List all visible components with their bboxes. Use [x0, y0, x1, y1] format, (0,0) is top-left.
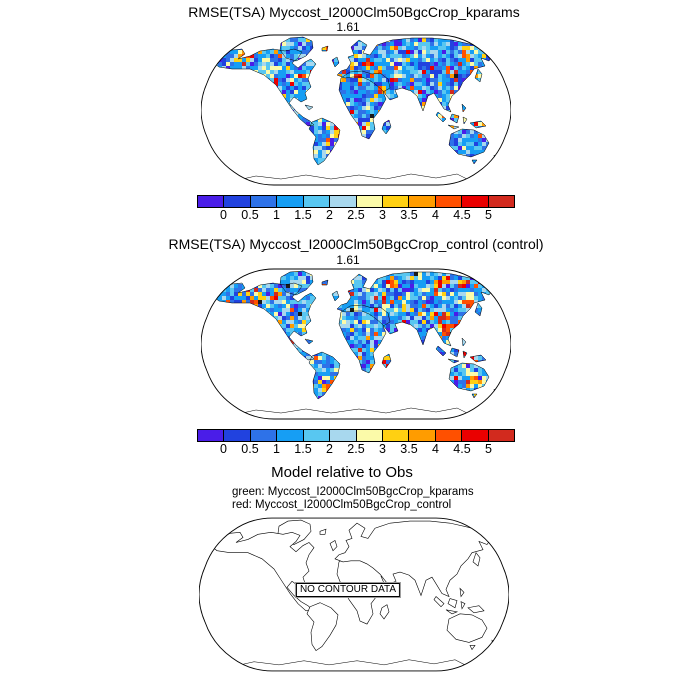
colorbar-tick-label: 5: [485, 442, 492, 456]
colorbar-segment: [462, 430, 489, 441]
colorbar-tick-label: 4.5: [453, 208, 471, 222]
colorbar-ticks-kparams: 0 0.5 1 1.5 2 2.5 3 3.5 4 4.5 5: [197, 208, 515, 223]
colorbar-segment: [488, 430, 515, 441]
panel3-legend-red: red: Myccost_I2000Clm50BgcCrop_control: [232, 499, 452, 511]
panel1-center-stat: 1.61: [336, 20, 360, 34]
colorbar-kparams: [197, 195, 515, 208]
rmse-map-kparams: [201, 34, 511, 186]
colorbar-segment: [382, 430, 410, 441]
colorbar-tick-label: 2: [326, 442, 333, 456]
colorbar-segment: [356, 430, 383, 441]
colorbar-segment: [356, 196, 383, 207]
panel3-legend-green: green: Myccost_I2000Clm50BgcCrop_kparams: [232, 486, 474, 498]
colorbar-segment: [198, 196, 225, 207]
colorbar-tick-label: 0.5: [241, 208, 259, 222]
colorbar-tick-label: 2: [326, 208, 333, 222]
colorbar-tick-label: 3.5: [400, 208, 418, 222]
colorbar-segment: [435, 430, 463, 441]
colorbar-tick-label: 2.5: [347, 442, 365, 456]
colorbar-tick-label: 1.5: [294, 208, 312, 222]
no-contour-data-label: NO CONTOUR DATA: [294, 582, 402, 598]
panel1-title: RMSE(TSA) Myccost_I2000Clm50BgcCrop_kpar…: [188, 4, 520, 20]
colorbar-tick-label: 4.5: [453, 442, 471, 456]
colorbar-segment: [330, 196, 357, 207]
colorbar-tick-label: 1.5: [294, 442, 312, 456]
colorbar-segment: [277, 430, 304, 441]
colorbar-tick-label: 4: [432, 442, 439, 456]
colorbar-segment: [409, 196, 436, 207]
colorbar-tick-label: 3.5: [400, 442, 418, 456]
rmse-raster-control: [215, 271, 500, 405]
colorbar-ticks-control: 0 0.5 1 1.5 2 2.5 3 3.5 4 4.5 5: [197, 442, 515, 457]
colorbar-tick-label: 3: [379, 442, 386, 456]
colorbar-tick-label: 1: [273, 208, 280, 222]
colorbar-segment: [303, 430, 331, 441]
colorbar-segment: [382, 196, 410, 207]
colorbar-tick-label: 4: [432, 208, 439, 222]
rmse-map-control: [201, 268, 511, 420]
rmse-raster-kparams: [215, 37, 500, 171]
colorbar-segment: [277, 196, 304, 207]
colorbar-tick-label: 1: [273, 442, 280, 456]
colorbar-tick-label: 0.5: [241, 442, 259, 456]
panel3-title: Model relative to Obs: [271, 464, 413, 481]
colorbar-tick-label: 2.5: [347, 208, 365, 222]
colorbar-segment: [330, 430, 357, 441]
colorbar-tick-label: 0: [220, 442, 227, 456]
colorbar-segment: [303, 196, 331, 207]
colorbar-segment: [224, 196, 251, 207]
colorbar-segment: [435, 196, 463, 207]
colorbar-segment: [250, 196, 278, 207]
colorbar-segment: [462, 196, 489, 207]
colorbar-segment: [488, 196, 515, 207]
colorbar-tick-label: 5: [485, 208, 492, 222]
colorbar-tick-label: 3: [379, 208, 386, 222]
panel2-title: RMSE(TSA) Myccost_I2000Clm50BgcCrop_cont…: [168, 236, 544, 252]
colorbar-segment: [250, 430, 278, 441]
colorbar-control: [197, 429, 515, 442]
colorbar-segment: [198, 430, 225, 441]
colorbar-tick-label: 0: [220, 208, 227, 222]
colorbar-segment: [409, 430, 436, 441]
colorbar-segment: [224, 430, 251, 441]
panel2-center-stat: 1.61: [336, 253, 360, 267]
